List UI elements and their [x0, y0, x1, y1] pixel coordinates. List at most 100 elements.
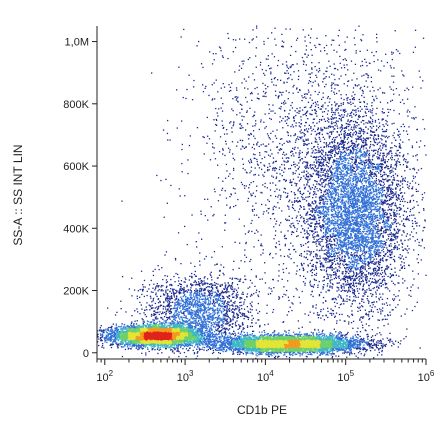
event-point [181, 344, 183, 346]
event-point [177, 348, 179, 350]
event-point [172, 326, 174, 328]
event-point [109, 344, 111, 346]
event-point [113, 333, 116, 336]
event-point [135, 337, 137, 339]
event-point [201, 348, 203, 350]
event-point [209, 330, 211, 333]
event-point [201, 334, 203, 336]
event-point [192, 339, 194, 341]
event-point [159, 340, 161, 343]
event-point [160, 346, 162, 348]
event-point [129, 340, 131, 342]
event-point [110, 327, 112, 329]
event-point [110, 334, 112, 336]
event-point [145, 344, 148, 346]
event-point [182, 348, 184, 350]
event-point [123, 337, 125, 339]
event-point [163, 338, 165, 340]
event-point [179, 344, 181, 346]
event-point [164, 323, 166, 325]
event-point [176, 350, 178, 352]
event-point [131, 327, 133, 329]
event-point [134, 339, 136, 341]
event-point [112, 323, 114, 325]
event-point [157, 341, 159, 343]
event-point [149, 341, 152, 343]
event-point [116, 345, 119, 347]
event-point [103, 347, 105, 349]
event-point [159, 348, 162, 350]
event-point [116, 327, 118, 329]
event-point [110, 337, 112, 339]
event-point [179, 327, 181, 329]
event-point [100, 340, 102, 342]
event-point [109, 338, 112, 340]
event-point [202, 340, 204, 342]
event-point [124, 348, 127, 351]
event-point [147, 324, 149, 326]
event-point [132, 342, 134, 344]
event-point [187, 337, 189, 339]
event-point [103, 331, 105, 334]
event-point [130, 336, 132, 338]
event-point [117, 328, 120, 331]
event-point [101, 345, 104, 347]
event-point [131, 321, 133, 323]
event-point [136, 320, 138, 322]
event-point [189, 330, 191, 332]
event-point [126, 332, 128, 334]
event-point [175, 343, 177, 345]
event-point [156, 348, 159, 350]
event-point [148, 324, 150, 326]
event-point [166, 324, 168, 326]
event-point [198, 335, 200, 337]
event-point [111, 338, 113, 340]
event-point [158, 349, 160, 351]
event-point [193, 318, 196, 320]
event-point [131, 328, 133, 330]
event-point [206, 331, 209, 333]
event-point [117, 339, 119, 341]
event-point [167, 342, 169, 345]
event-point [188, 340, 191, 342]
event-point [153, 344, 155, 346]
event-point [120, 344, 122, 346]
event-point [117, 339, 119, 342]
event-point [188, 341, 190, 343]
event-point [196, 337, 198, 340]
event-point [170, 321, 172, 324]
event-point [160, 344, 162, 346]
event-point [150, 345, 152, 347]
event-point [134, 326, 136, 328]
event-point [156, 326, 158, 328]
event-point [114, 334, 117, 336]
event-point [161, 322, 163, 324]
event-point [201, 333, 203, 335]
event-point [196, 335, 198, 337]
event-point [106, 341, 108, 344]
event-point [135, 347, 137, 349]
event-point [177, 334, 179, 336]
event-point [179, 352, 181, 354]
event-point [200, 328, 202, 330]
event-point [161, 323, 164, 325]
event-point [219, 332, 221, 334]
event-point [171, 344, 173, 346]
event-point [152, 347, 154, 350]
event-point [104, 339, 106, 342]
event-point [175, 344, 177, 346]
event-point [177, 346, 179, 348]
event-point [142, 336, 144, 339]
event-point [137, 346, 140, 349]
event-point [162, 325, 164, 328]
event-point [144, 339, 146, 342]
event-point [100, 339, 103, 341]
event-point [101, 346, 103, 348]
event-point [174, 336, 177, 338]
event-point [171, 346, 173, 348]
event-point [238, 324, 240, 326]
event-point [203, 334, 205, 337]
data-points [96, 25, 427, 360]
event-point [98, 344, 100, 347]
